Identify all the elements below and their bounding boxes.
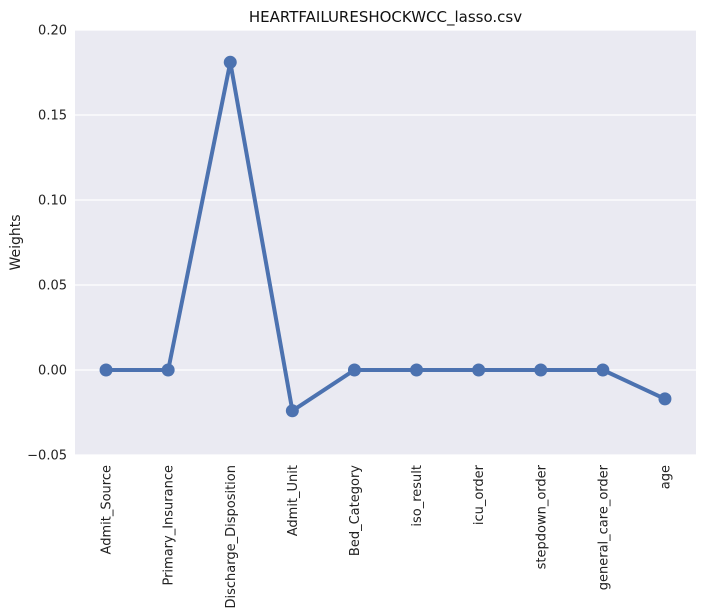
series-line — [104, 60, 667, 413]
data-point — [223, 55, 237, 69]
data-point — [596, 363, 610, 377]
y-tick-label: 0.20 — [38, 24, 67, 39]
data-point — [534, 363, 548, 377]
x-tick-label: icu_order — [472, 464, 487, 525]
y-tick-label: 0.00 — [38, 364, 67, 379]
x-tick-label: Admit_Source — [100, 465, 115, 554]
gridlines — [75, 29, 696, 456]
data-point — [347, 363, 361, 377]
x-tick-label: Bed_Category — [348, 465, 363, 556]
data-point — [99, 363, 113, 377]
data-point — [161, 363, 175, 377]
y-tick-label: 0.05 — [38, 279, 67, 294]
plot-area — [75, 30, 696, 455]
x-tick-label: age — [658, 465, 673, 489]
x-tick-label: Discharge_Disposition — [224, 465, 239, 609]
data-point — [285, 404, 299, 418]
x-tick-label: Admit_Unit — [286, 465, 301, 536]
x-tick-label: iso_result — [410, 465, 425, 527]
data-point — [472, 363, 486, 377]
y-axis-label: Weights — [8, 214, 24, 270]
y-tick-labels: −0.05 0.00 0.05 0.10 0.15 0.20 — [27, 24, 67, 464]
data-point — [658, 392, 672, 406]
x-tick-label: stepdown_order — [534, 464, 549, 569]
data-point — [410, 363, 424, 377]
y-tick-label: −0.05 — [27, 449, 67, 464]
x-tick-labels: Admit_Source Primary_Insurance Discharge_D… — [100, 464, 674, 608]
x-tick-label: general_care_order — [596, 464, 611, 590]
chart-title: HEARTFAILURESHOCKWCC_lasso.csv — [249, 8, 522, 27]
x-tick-label: Primary_Insurance — [162, 465, 177, 586]
y-tick-label: 0.15 — [38, 109, 67, 124]
y-tick-label: 0.10 — [38, 194, 67, 209]
data-points — [99, 55, 672, 418]
